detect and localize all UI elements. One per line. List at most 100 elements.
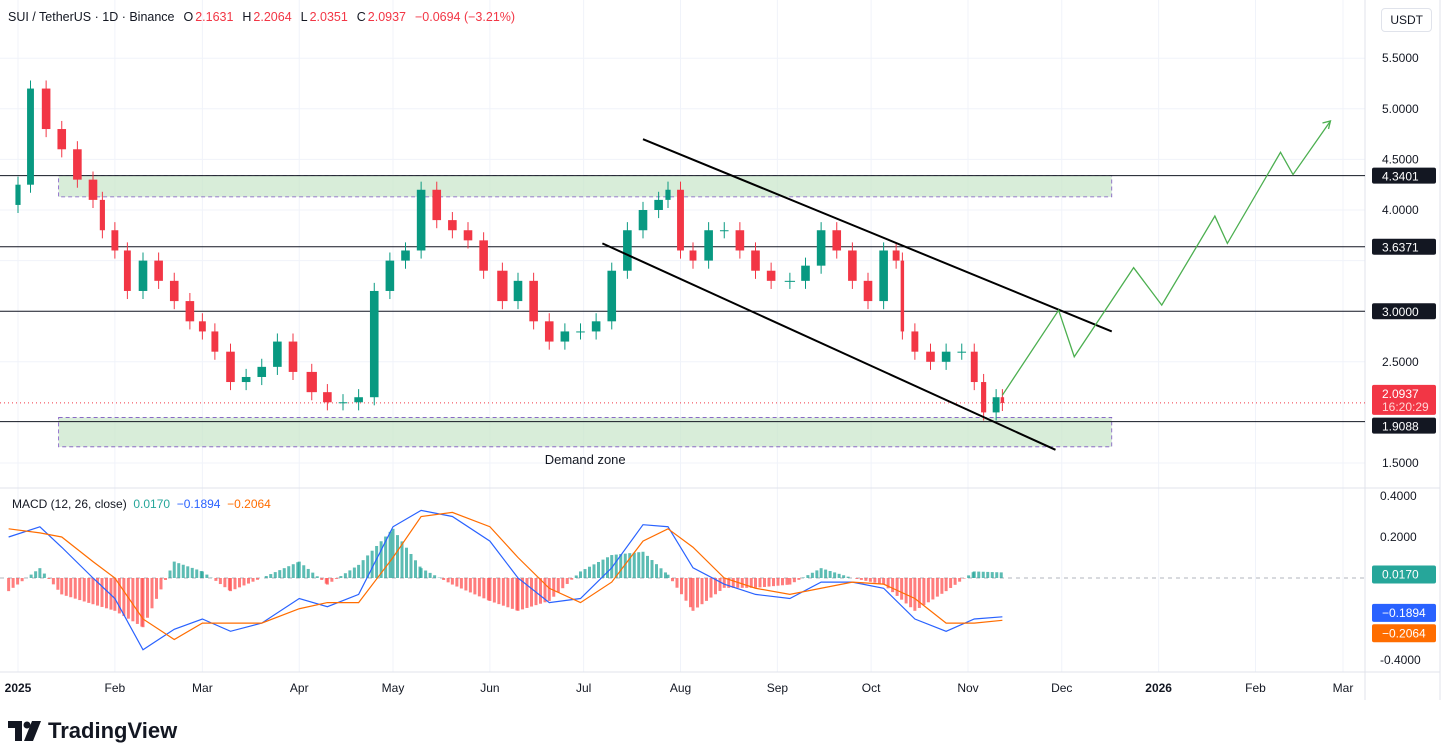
macd-histogram-bar: [917, 578, 921, 608]
level-price-tag: [1372, 417, 1436, 434]
macd-histogram-bar: [986, 571, 990, 578]
macd-histogram-bar: [758, 578, 762, 588]
macd-histogram-bar: [785, 578, 789, 585]
candle-body: [911, 331, 919, 352]
macd-histogram-bar: [837, 573, 841, 578]
candle-body: [385, 260, 395, 291]
macd-histogram-bar: [233, 578, 237, 590]
macd-histogram-bar: [302, 565, 306, 578]
macd-histogram-bar: [788, 578, 792, 585]
macd-histogram-bar: [949, 578, 953, 588]
candle-body: [306, 371, 317, 393]
macd-histogram-bar: [731, 578, 735, 588]
macd-histogram-bar: [754, 578, 757, 588]
macd-histogram-bar: [530, 578, 533, 607]
macd-histogram-bar: [229, 578, 232, 592]
macd-histogram-bar: [767, 578, 771, 587]
low-label: L: [300, 10, 308, 24]
macd-histogram-bar: [855, 578, 859, 579]
macd-histogram-bar: [29, 574, 33, 578]
level-price-tag-text: 1.9088: [1382, 420, 1419, 434]
macd-histogram-bar: [190, 567, 194, 578]
macd-histogram-bar: [561, 578, 565, 589]
time-tick-label: Nov: [957, 681, 978, 695]
candle-body: [41, 88, 51, 130]
macd-histogram-bar: [379, 541, 383, 578]
low-value: 2.0351: [309, 10, 348, 24]
last-price-tag: [1372, 384, 1436, 415]
macd-histogram-bar: [944, 578, 948, 592]
macd-histogram-bar: [42, 573, 46, 578]
candle-body: [432, 189, 442, 221]
macd-histogram-bar: [972, 571, 976, 578]
macd-histogram-bar: [117, 578, 121, 614]
channel-line: [601, 242, 1056, 451]
candle-body: [832, 230, 842, 251]
macd-histogram-bar: [510, 578, 514, 609]
candles: [15, 80, 1005, 421]
macd-histogram-bar: [172, 561, 176, 578]
macd-title[interactable]: MACD (12, 26, close): [12, 497, 127, 511]
macd-histogram-bar: [570, 578, 574, 580]
level-price-tag-text: 3.0000: [1382, 305, 1419, 319]
candle-body: [926, 351, 935, 362]
macd-histogram-bar: [655, 564, 658, 578]
currency-button[interactable]: USDT: [1381, 8, 1432, 32]
macd-histogram-bar: [306, 568, 310, 578]
macd-histogram-bar: [455, 578, 459, 587]
price-tick-label: 2.5000: [1382, 355, 1419, 369]
macd-histogram-bar: [900, 578, 904, 600]
macd-histogram-bar: [909, 578, 913, 608]
macd-histogram-bar: [521, 578, 524, 610]
macd-histogram-bar: [935, 578, 939, 597]
macd-histogram-bar: [623, 553, 627, 578]
candle-body: [560, 331, 570, 342]
macd-histogram-bar: [282, 568, 286, 578]
macd-histogram-bar: [700, 578, 704, 605]
time-tick-label: Dec: [1051, 681, 1072, 695]
macd-histogram-bar: [297, 561, 301, 578]
macd-histogram-bar: [177, 563, 181, 578]
macd-histogram-bar: [664, 572, 667, 578]
macd-histogram-bar: [781, 578, 784, 586]
level-price-tag-text: 3.6371: [1382, 241, 1419, 255]
macd-histogram-bar: [242, 578, 246, 586]
candle-body: [497, 270, 508, 302]
macd-histogram-bar: [714, 578, 717, 595]
macd-histogram-bar: [828, 570, 832, 578]
macd-histogram-bar: [666, 574, 670, 578]
candle-body: [638, 210, 648, 231]
level-price-tag: [1372, 303, 1436, 320]
macd-histogram-bar: [186, 566, 190, 578]
candle-body: [416, 189, 426, 251]
candle-body: [448, 220, 457, 231]
macd-histogram-bar: [931, 578, 935, 600]
symbol-title[interactable]: SUI / TetherUS · 1D · Binance: [8, 10, 175, 24]
macd-histogram-bar: [601, 559, 605, 578]
macd-histogram-bar: [459, 578, 463, 589]
macd-histogram-bar: [223, 578, 227, 588]
time-tick-label: Feb: [105, 681, 126, 695]
time-tick-label: Feb: [1245, 681, 1266, 695]
macd-histogram-bar: [214, 578, 218, 581]
projection-path: [1001, 120, 1332, 396]
macd-histogram-bar: [433, 575, 437, 578]
macd-histogram-bar: [516, 578, 520, 611]
tradingview-logo[interactable]: TradingView: [8, 718, 177, 744]
macd-histogram-bar: [109, 578, 113, 610]
macd-value-tag-text: −0.1894: [1382, 606, 1426, 620]
high-value: 2.2064: [253, 10, 292, 24]
candle-body: [241, 376, 251, 383]
macd-histogram-bar: [11, 578, 15, 588]
macd-histogram-bar: [87, 578, 91, 603]
macd-histogram-bar: [792, 578, 796, 583]
candle-body: [677, 189, 684, 251]
projection-arrowhead: [1322, 120, 1332, 130]
candle-body: [654, 199, 663, 210]
macd-histogram-bar: [740, 578, 744, 588]
candle-body: [719, 230, 729, 232]
time-tick-label: May: [382, 681, 405, 695]
candle-body: [751, 250, 760, 271]
